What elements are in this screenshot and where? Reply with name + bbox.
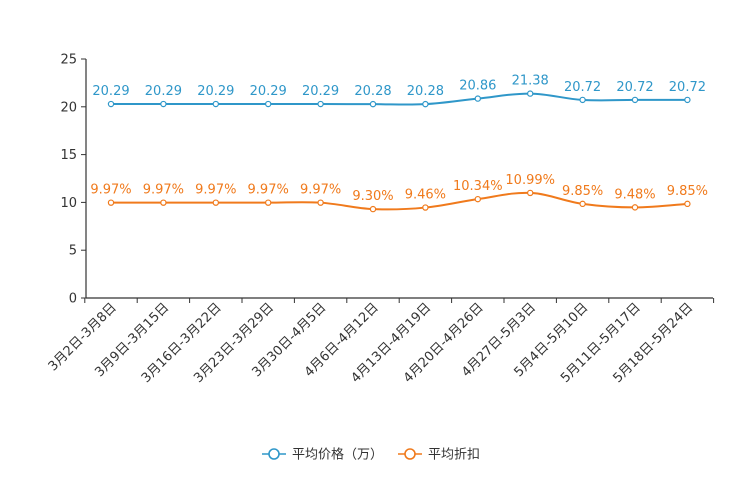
data-point[interactable]: [160, 100, 167, 108]
data-label: 20.29: [145, 84, 182, 99]
data-label: 10.34%: [453, 179, 503, 194]
series-line-1: [111, 92, 688, 106]
legend[interactable]: 平均价格（万） 平均折扣: [262, 447, 480, 463]
data-label: 20.29: [250, 84, 287, 99]
data-label: 20.29: [302, 84, 339, 99]
data-label: 20.72: [669, 80, 706, 95]
data-point[interactable]: [212, 199, 219, 206]
y-tick-label: 25: [60, 53, 77, 68]
y-tick-label: 10: [60, 196, 77, 211]
legend-label: 平均折扣: [428, 448, 480, 463]
data-label: 20.86: [459, 79, 496, 94]
data-point[interactable]: [317, 100, 324, 108]
data-point[interactable]: [474, 95, 481, 102]
data-label: 10.99%: [505, 173, 555, 188]
data-point[interactable]: [265, 199, 272, 206]
data-point[interactable]: [527, 90, 534, 97]
series-line-2: [111, 191, 688, 211]
data-point[interactable]: [369, 100, 377, 108]
data-labels: 20.29 20.29 20.29 20.29 20.29 20.28 20.28 20.86…: [90, 74, 708, 204]
data-point[interactable]: [422, 204, 429, 211]
legend-item-1[interactable]: 平均价格（万）: [262, 447, 383, 463]
data-label: 20.72: [616, 80, 653, 95]
data-point[interactable]: [631, 96, 639, 104]
data-point[interactable]: [160, 199, 167, 206]
axes: 05101520253月2日-3月8日3月9日-3月15日3月16日-3月22日…: [46, 53, 715, 386]
data-label: 9.46%: [405, 188, 446, 203]
legend-marker-icon: [268, 448, 280, 460]
y-tick-label: 20: [60, 100, 77, 115]
series-lines: [107, 90, 691, 213]
data-label: 9.85%: [667, 184, 708, 199]
data-point[interactable]: [422, 100, 429, 108]
y-tick-label: 15: [60, 148, 77, 163]
data-label: 20.28: [407, 84, 444, 99]
data-label: 21.38: [512, 74, 549, 89]
legend-label: 平均价格（万）: [292, 447, 383, 463]
data-label: 9.85%: [562, 184, 603, 199]
legend-item-2[interactable]: 平均折扣: [398, 448, 480, 463]
data-label: 20.72: [564, 80, 601, 95]
data-point[interactable]: [107, 199, 115, 206]
y-tick-label: 5: [69, 244, 77, 259]
data-label: 9.97%: [195, 183, 236, 198]
data-point[interactable]: [317, 199, 324, 206]
data-point[interactable]: [369, 205, 377, 213]
data-point[interactable]: [684, 200, 691, 208]
data-label: 9.97%: [143, 183, 184, 198]
data-point[interactable]: [265, 100, 272, 108]
data-point[interactable]: [579, 96, 586, 104]
data-label: 9.30%: [352, 189, 393, 204]
data-label: 9.97%: [248, 183, 289, 198]
data-point[interactable]: [474, 195, 481, 203]
data-point[interactable]: [107, 100, 115, 108]
data-point[interactable]: [579, 200, 586, 208]
data-point[interactable]: [684, 96, 691, 104]
data-label: 9.97%: [90, 183, 131, 198]
data-point[interactable]: [212, 100, 219, 108]
data-label: 9.48%: [614, 187, 655, 202]
data-label: 20.28: [354, 84, 391, 99]
data-label: 20.29: [92, 84, 129, 99]
legend-marker-icon: [404, 448, 416, 460]
data-label: 9.97%: [300, 183, 341, 198]
data-point[interactable]: [631, 204, 639, 211]
y-tick-label: 0: [69, 292, 77, 307]
data-point[interactable]: [527, 189, 534, 197]
data-label: 20.29: [197, 84, 234, 99]
